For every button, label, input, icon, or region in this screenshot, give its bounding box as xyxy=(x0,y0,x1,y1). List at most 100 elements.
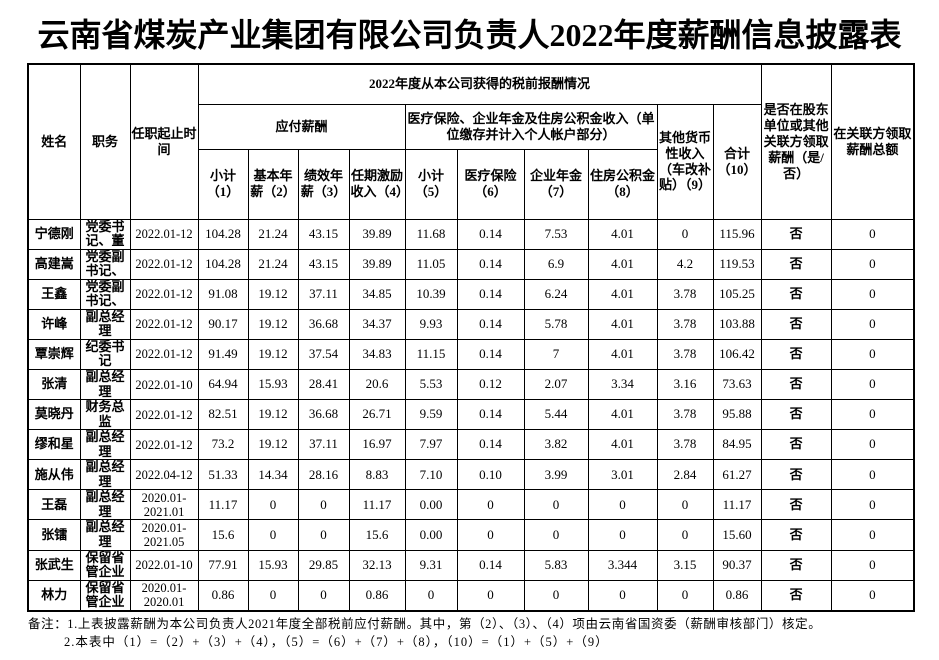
table-cell: 11.05 xyxy=(404,248,458,280)
table-cell: 党委副书记、 xyxy=(79,248,131,280)
table-cell: 0 xyxy=(830,459,915,491)
table-cell: 2022.01-12 xyxy=(129,308,199,340)
table-cell: 36.68 xyxy=(297,399,350,431)
table-cell: 64.94 xyxy=(197,368,249,401)
col-header-term: 任职起止时间 xyxy=(129,63,199,220)
table-cell: 34.37 xyxy=(348,308,406,340)
table-cell: 19.12 xyxy=(247,399,299,431)
table-cell: 7 xyxy=(523,338,589,370)
table-cell: 党委书记、董 xyxy=(79,218,131,250)
table-row: 宁德刚 党委书记、董 2022.01-12 104.28 21.24 43.15 39.89… xyxy=(27,218,915,250)
table-cell: 3.78 xyxy=(656,278,714,310)
col-header-related-party-flag: 是否在股东单位或其他关联方领取薪酬（是/否） xyxy=(760,63,832,220)
table-cell: 0 xyxy=(587,489,658,521)
table-cell: 张镭 xyxy=(27,519,81,551)
table-cell: 73.63 xyxy=(712,368,762,401)
table-cell: 15.93 xyxy=(247,368,299,401)
table-cell: 115.96 xyxy=(712,218,762,250)
table-row: 张武生 保留省管企业 2022.01-10 77.91 15.93 29.85 32.13 9… xyxy=(27,549,915,581)
table-cell: 施从伟 xyxy=(27,459,81,491)
col-header-housing-fund-8: 住房公积金（8） xyxy=(587,148,658,220)
table-body: 宁德刚 党委书记、董 2022.01-12 104.28 21.24 43.15 39.89… xyxy=(27,218,915,612)
table-cell: 财务总监 xyxy=(79,399,131,431)
table-cell: 副总经理 xyxy=(79,308,131,340)
table-cell: 9.31 xyxy=(404,549,458,581)
page-title: 云南省煤炭产业集团有限公司负责人2022年度薪酬信息披露表 xyxy=(37,17,902,53)
table-cell: 副总经理 xyxy=(79,489,131,521)
table-cell: 10.39 xyxy=(404,278,458,310)
table-cell: 5.53 xyxy=(404,368,458,401)
col-header-subtotal-5: 小计（5） xyxy=(404,148,458,220)
table-cell: 否 xyxy=(760,519,832,551)
table-cell: 0.86 xyxy=(348,579,406,612)
table-cell: 51.33 xyxy=(197,459,249,491)
table-cell: 3.34 xyxy=(587,368,658,401)
table-cell: 0 xyxy=(830,368,915,401)
table-cell: 0.14 xyxy=(456,338,525,370)
table-cell: 39.89 xyxy=(348,218,406,250)
table-cell: 0 xyxy=(830,519,915,551)
table-cell: 21.24 xyxy=(247,248,299,280)
document-page: 云南省煤炭产业集团有限公司负责人2022年度薪酬信息披露表 姓名 职务 任职起止… xyxy=(0,10,939,660)
col-header-insurance-group: 医疗保险、企业年金及住房公积金收入（单位缴存并计入个人帐户部分） xyxy=(404,103,658,150)
table-cell: 14.34 xyxy=(247,459,299,491)
table-cell: 0 xyxy=(830,489,915,521)
table-cell: 王鑫 xyxy=(27,278,81,310)
table-cell: 林力 xyxy=(27,579,81,612)
table-header: 姓名 职务 任职起止时间 2022年度从本公司获得的税前报酬情况 是否在股东单位… xyxy=(27,63,915,220)
table-cell: 许峰 xyxy=(27,308,81,340)
table-cell: 3.16 xyxy=(656,368,714,401)
table-cell: 90.37 xyxy=(712,549,762,581)
header-row-3: 小计（1） 基本年薪（2） 绩效年薪（3） 任期激励收入（4） 小计（5） 医疗… xyxy=(28,148,914,220)
table-cell: 2022.01-12 xyxy=(129,399,199,431)
table-cell: 61.27 xyxy=(712,459,762,491)
table-cell: 15.6 xyxy=(197,519,249,551)
table-cell: 43.15 xyxy=(297,218,350,250)
table-cell: 2020.01-2021.01 xyxy=(129,489,199,521)
table-cell: 否 xyxy=(760,278,832,310)
table-cell: 保留省管企业 xyxy=(79,549,131,581)
table-cell: 91.49 xyxy=(197,338,249,370)
table-cell: 39.89 xyxy=(348,248,406,280)
table-cell: 16.97 xyxy=(348,429,406,461)
table-cell: 15.60 xyxy=(712,519,762,551)
table-cell: 3.82 xyxy=(523,429,589,461)
table-cell: 0 xyxy=(656,519,714,551)
table-cell: 否 xyxy=(760,338,832,370)
table-cell: 104.28 xyxy=(197,218,249,250)
table-row: 王磊 副总经理 2020.01-2021.01 11.17 0 0 11.17 0.00 0 0 0… xyxy=(27,489,915,521)
table-cell: 0 xyxy=(830,248,915,280)
table-cell: 3.01 xyxy=(587,459,658,491)
table-cell: 否 xyxy=(760,459,832,491)
table-cell: 缪和星 xyxy=(27,429,81,461)
table-cell: 11.68 xyxy=(404,218,458,250)
table-cell: 0 xyxy=(656,218,714,250)
table-row: 覃崇辉 纪委书记 2022.01-12 91.49 19.12 37.54 34.83 11.… xyxy=(27,338,915,370)
table-row: 张清 副总经理 2022.01-10 64.94 15.93 28.41 20.6 5.53 0… xyxy=(27,368,915,401)
table-cell: 2020.01-2021.05 xyxy=(129,519,199,551)
col-header-base-salary-2: 基本年薪（2） xyxy=(247,148,299,220)
table-cell: 2.84 xyxy=(656,459,714,491)
table-cell: 否 xyxy=(760,308,832,340)
table-cell: 7.10 xyxy=(404,459,458,491)
table-cell: 32.13 xyxy=(348,549,406,581)
table-cell: 28.16 xyxy=(297,459,350,491)
col-header-related-party-amount: 在关联方领取薪酬总额 xyxy=(830,63,915,220)
table-row: 王鑫 党委副书记、 2022.01-12 91.08 19.12 37.11 34.85 10… xyxy=(27,278,915,310)
table-cell: 0 xyxy=(830,308,915,340)
table-cell: 2022.01-12 xyxy=(129,278,199,310)
col-header-payable-group: 应付薪酬 xyxy=(197,103,406,150)
table-cell: 119.53 xyxy=(712,248,762,280)
col-header-subtotal-1: 小计（1） xyxy=(197,148,249,220)
table-cell: 2022.01-10 xyxy=(129,549,199,581)
table-cell: 21.24 xyxy=(247,218,299,250)
table-cell: 0.86 xyxy=(712,579,762,612)
table-cell: 2022.01-10 xyxy=(129,368,199,401)
table-cell: 26.71 xyxy=(348,399,406,431)
table-cell: 11.15 xyxy=(404,338,458,370)
col-header-name: 姓名 xyxy=(27,63,81,220)
table-cell: 0 xyxy=(830,278,915,310)
table-cell: 7.53 xyxy=(523,218,589,250)
table-cell: 王磊 xyxy=(27,489,81,521)
table-cell: 29.85 xyxy=(297,549,350,581)
